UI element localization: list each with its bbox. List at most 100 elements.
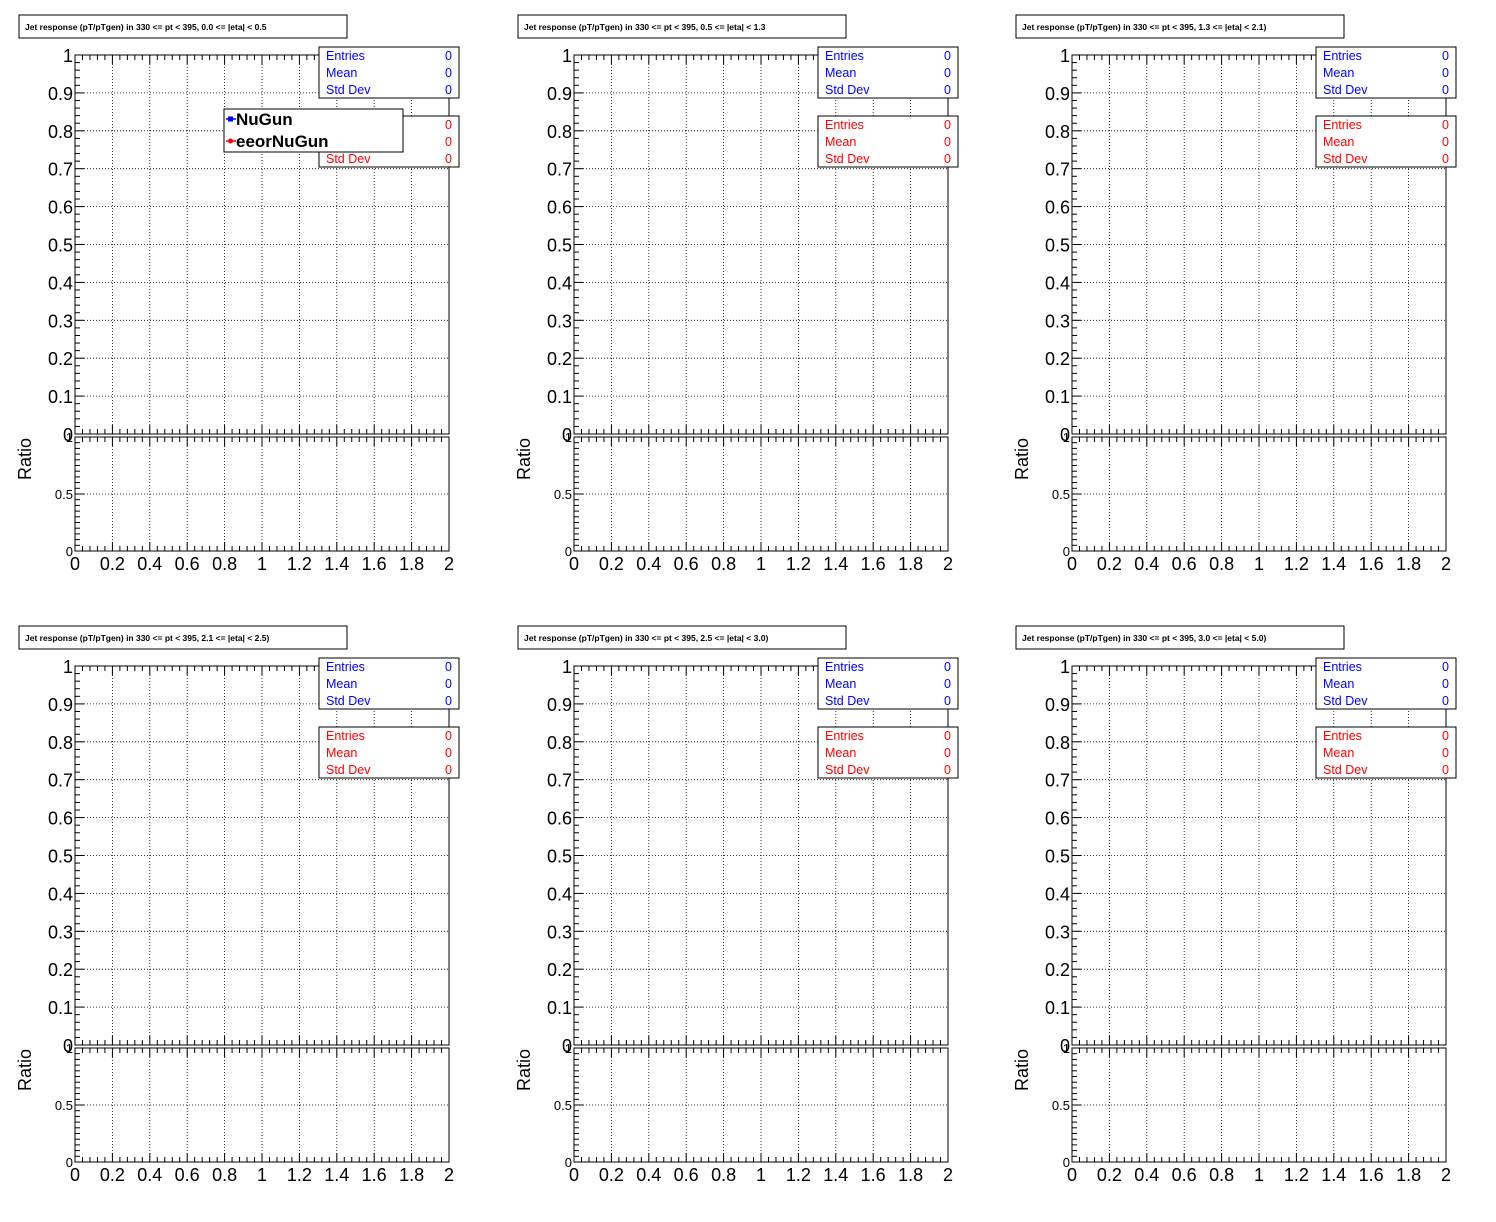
y-tick-label: 0.8 — [48, 122, 73, 142]
y-tick-label: 0.7 — [547, 771, 572, 791]
stats-label: Std Dev — [1323, 694, 1368, 708]
stats-label: Mean — [825, 677, 856, 691]
x-tick-label: 0.2 — [100, 554, 125, 574]
stats-value: 0 — [944, 660, 951, 674]
ratio-tick-label: 0 — [66, 1155, 73, 1170]
stats-value: 0 — [445, 694, 452, 708]
stats-label: Entries — [1323, 49, 1362, 63]
stats-label: Entries — [825, 660, 864, 674]
x-tick-label: 1.6 — [362, 1165, 387, 1185]
stats-label: Entries — [326, 729, 365, 743]
stats-box-2: Entries 0 Mean 0 Std Dev 0 — [1315, 115, 1457, 168]
stats-box-1: Entries 0 Mean 0 Std Dev 0 — [318, 657, 460, 710]
chart-title: Jet response (pT/pTgen) in 330 <= pt < 3… — [25, 633, 269, 643]
y-tick-label: 0.2 — [48, 960, 73, 980]
x-tick-label: 1 — [756, 554, 766, 574]
stats-value: 0 — [1442, 66, 1449, 80]
y-tick-label: 0.8 — [48, 733, 73, 753]
y-tick-label: 0.6 — [547, 198, 572, 218]
ratio-axis-label: Ratio — [514, 438, 534, 480]
stats-label: Std Dev — [326, 152, 371, 166]
y-tick-label: 0.2 — [547, 349, 572, 369]
legend-label: eeorNuGun — [236, 132, 329, 151]
stats-value: 0 — [1442, 729, 1449, 743]
stats-box-frame — [817, 657, 959, 710]
y-tick-label: 0.1 — [48, 998, 73, 1018]
ratio-tick-label: 1 — [1063, 1041, 1070, 1056]
x-tick-label: 0 — [1067, 554, 1077, 574]
ratio-axis-label: Ratio — [15, 1049, 35, 1091]
ratio-tick-label: 0.5 — [554, 1098, 572, 1113]
ratio-tick-label: 1 — [1063, 430, 1070, 445]
x-tick-label: 0 — [70, 554, 80, 574]
x-tick-label: 1.6 — [362, 554, 387, 574]
stats-value: 0 — [1442, 660, 1449, 674]
stats-value: 0 — [944, 49, 951, 63]
stats-label: Std Dev — [326, 694, 371, 708]
stats-box-1: Entries 0 Mean 0 Std Dev 0 — [817, 657, 959, 710]
y-tick-label: 0.1 — [48, 387, 73, 407]
ratio-tick-label: 1 — [66, 430, 73, 445]
y-tick-label: 0.8 — [547, 733, 572, 753]
y-tick-label: 0.5 — [1045, 847, 1070, 867]
stats-label: Entries — [1323, 118, 1362, 132]
y-tick-label: 0.1 — [1045, 387, 1070, 407]
y-tick-label: 0 — [562, 1036, 572, 1056]
stats-label: Std Dev — [326, 83, 371, 97]
stats-label: Std Dev — [825, 763, 870, 777]
stats-box-frame — [1315, 726, 1457, 779]
stats-box-1: Entries 0 Mean 0 Std Dev 0 — [1315, 46, 1457, 99]
stats-box-frame — [318, 46, 460, 99]
stats-value: 0 — [944, 729, 951, 743]
x-tick-label: 0.4 — [137, 1165, 162, 1185]
y-tick-label: 0 — [1060, 1036, 1070, 1056]
y-tick-label: 0.4 — [48, 884, 73, 904]
y-tick-label: 1 — [63, 657, 73, 677]
y-tick-label: 0.4 — [48, 273, 73, 293]
x-tick-label: 1.8 — [1396, 554, 1421, 574]
stats-label: Std Dev — [825, 694, 870, 708]
x-tick-label: 0.2 — [100, 1165, 125, 1185]
stats-label: Entries — [1323, 729, 1362, 743]
ratio-tick-label: 1 — [66, 1041, 73, 1056]
y-tick-label: 0.8 — [1045, 122, 1070, 142]
stats-value: 0 — [445, 152, 452, 166]
y-tick-label: 0.4 — [547, 273, 572, 293]
stats-label: Mean — [326, 746, 357, 760]
stats-box-frame — [318, 726, 460, 779]
x-tick-label: 0.4 — [636, 554, 661, 574]
x-tick-label: 1.2 — [1284, 1165, 1309, 1185]
y-tick-label: 0.7 — [48, 160, 73, 180]
y-tick-label: 0.5 — [48, 236, 73, 256]
stats-box-frame — [1315, 657, 1457, 710]
y-tick-label: 0.9 — [48, 695, 73, 715]
ratio-tick-label: 0.5 — [1052, 487, 1070, 502]
stats-label: Mean — [825, 746, 856, 760]
y-tick-label: 0.5 — [547, 236, 572, 256]
y-tick-label: 0 — [63, 1036, 73, 1056]
stats-label: Std Dev — [825, 152, 870, 166]
stats-box-frame — [817, 115, 959, 168]
x-tick-label: 1.4 — [823, 1165, 848, 1185]
stats-label: Mean — [326, 677, 357, 691]
y-tick-label: 0.5 — [547, 847, 572, 867]
stats-label: Entries — [825, 49, 864, 63]
x-tick-label: 1.6 — [861, 554, 886, 574]
legend-square-marker-icon — [228, 116, 233, 122]
stats-value: 0 — [944, 694, 951, 708]
ratio-tick-label: 0.5 — [554, 487, 572, 502]
x-tick-label: 0.8 — [711, 554, 736, 574]
chart-panel-2: Jet response (pT/pTgen) in 330 <= pt < 3… — [514, 14, 959, 574]
stats-value: 0 — [1442, 746, 1449, 760]
x-tick-label: 1.2 — [1284, 554, 1309, 574]
stats-label: Mean — [1323, 135, 1354, 149]
y-tick-label: 0.1 — [1045, 998, 1070, 1018]
chart-title: Jet response (pT/pTgen) in 330 <= pt < 3… — [1022, 22, 1266, 32]
stats-label: Mean — [1323, 66, 1354, 80]
y-tick-label: 0.5 — [48, 847, 73, 867]
x-tick-label: 1.4 — [823, 554, 848, 574]
stats-value: 0 — [944, 118, 951, 132]
x-tick-label: 0 — [569, 1165, 579, 1185]
title-box — [517, 625, 847, 650]
x-tick-label: 1.8 — [399, 1165, 424, 1185]
